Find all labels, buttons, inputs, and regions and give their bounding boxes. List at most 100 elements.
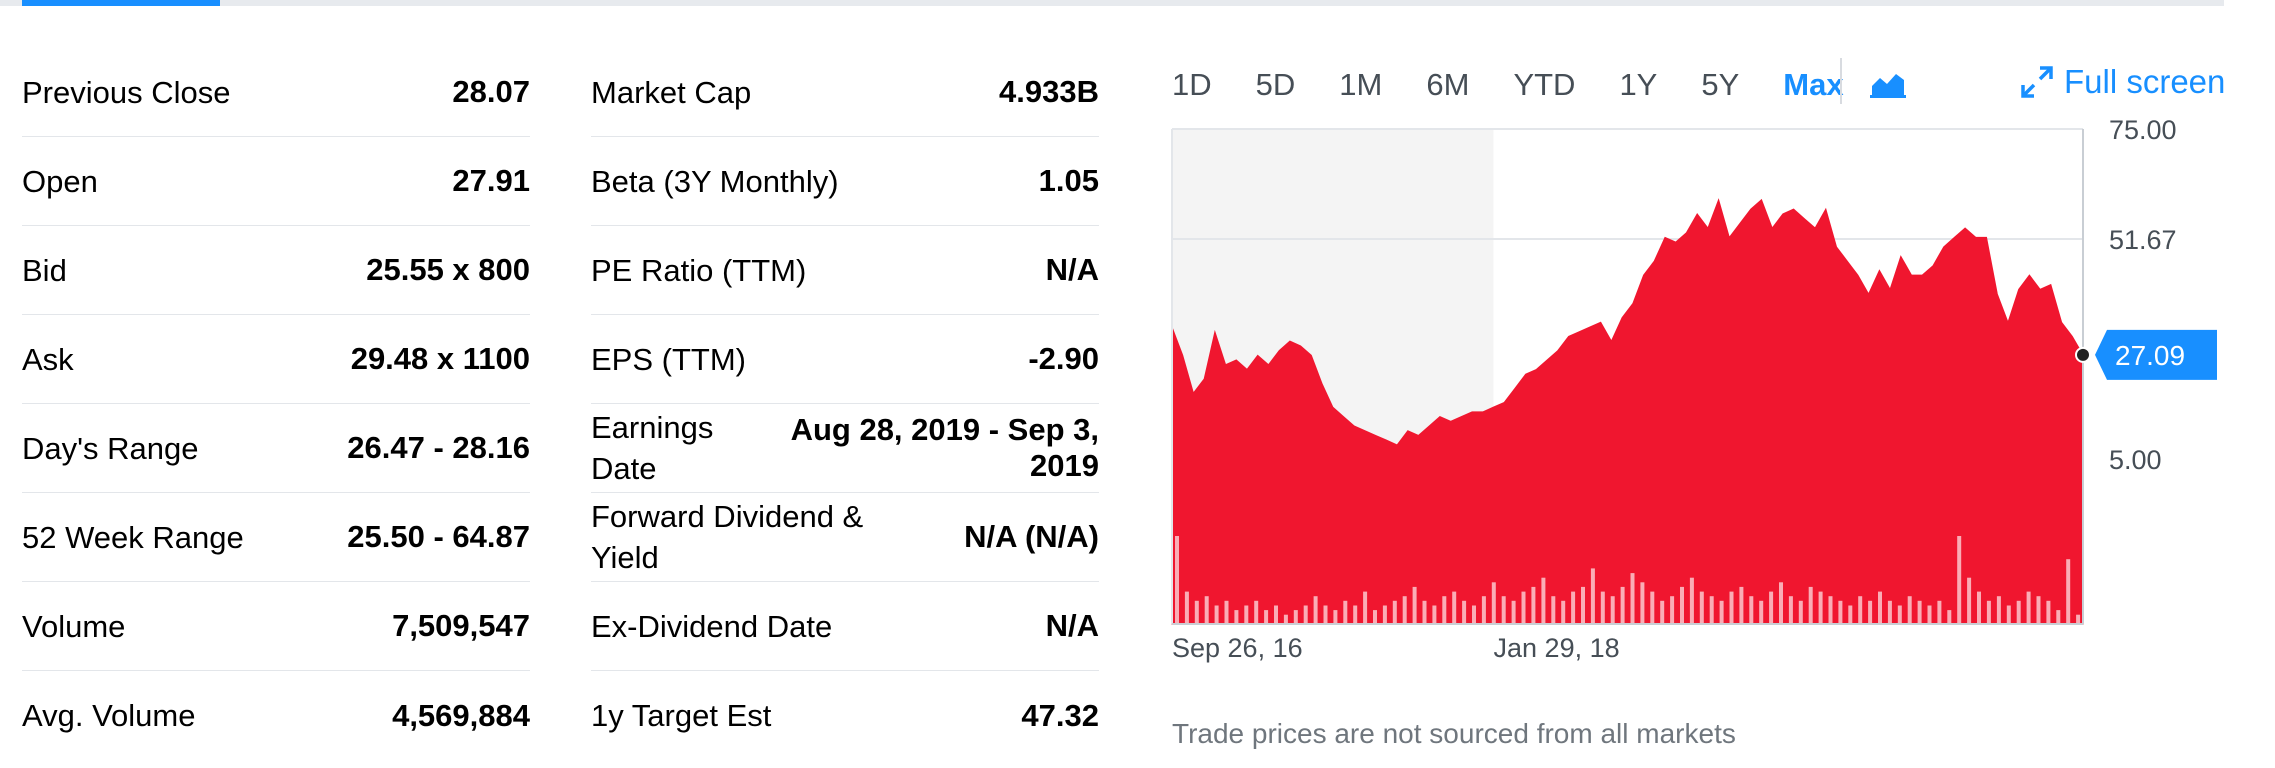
stat-value: 28.07 xyxy=(452,74,530,109)
volume-bar xyxy=(1293,610,1298,624)
range-tab-1m[interactable]: 1M xyxy=(1339,67,1383,102)
range-tab-5y[interactable]: 5Y xyxy=(1701,67,1740,102)
stat-row: Bid 25.55 x 800 xyxy=(22,226,530,315)
stat-value: 29.48 x 1100 xyxy=(350,341,530,376)
volume-bar xyxy=(2056,610,2061,624)
range-tab-1d[interactable]: 1D xyxy=(1172,67,1212,102)
stat-value: 7,509,547 xyxy=(392,608,530,643)
volume-bar xyxy=(1808,586,1813,624)
stat-row: 1y Target Est 47.32 xyxy=(591,671,1099,760)
stat-label: PE Ratio (TTM) xyxy=(591,252,807,288)
volume-bar xyxy=(1175,536,1179,624)
volume-bar xyxy=(1907,596,1912,624)
volume-bar xyxy=(1521,591,1526,624)
volume-bar xyxy=(1788,596,1793,624)
stat-label: Earnings Date xyxy=(591,410,714,486)
volume-bar xyxy=(2006,605,2011,624)
volume-bar xyxy=(1531,586,1536,624)
volume-bar xyxy=(1561,600,1566,624)
range-tab-ytd[interactable]: YTD xyxy=(1513,67,1576,102)
volume-bar xyxy=(1937,600,1942,624)
x-tick-label: Jan 29, 18 xyxy=(1494,633,1620,663)
volume-bar xyxy=(1680,586,1684,624)
stat-value: -2.90 xyxy=(1028,341,1099,376)
volume-bar xyxy=(1947,610,1952,624)
volume-bar xyxy=(1868,600,1873,624)
fullscreen-label: Full screen xyxy=(2064,63,2226,100)
volume-bar xyxy=(1640,582,1645,624)
stat-label: Market Cap xyxy=(591,74,752,110)
volume-bar xyxy=(1472,605,1476,624)
volume-bar xyxy=(1343,600,1348,624)
volume-bar xyxy=(1442,596,1447,624)
stat-value: Aug 28, 2019 - Sep 3, 2019 xyxy=(790,412,1099,483)
toolbar-divider xyxy=(1840,58,1842,104)
volume-bar xyxy=(1739,586,1744,624)
stat-row: Open 27.91 xyxy=(22,137,530,226)
volume-bar xyxy=(1620,586,1625,624)
volume-bar xyxy=(2026,591,2031,624)
volume-bar xyxy=(1986,600,1991,624)
volume-bar xyxy=(1184,591,1189,624)
range-tab-6m[interactable]: 6M xyxy=(1426,67,1470,102)
volume-bar xyxy=(1630,573,1635,624)
current-price-dot xyxy=(2075,346,2091,363)
volume-bar xyxy=(1412,586,1417,624)
range-tab-1y[interactable]: 1Y xyxy=(1619,67,1658,102)
volume-bar xyxy=(1264,610,1269,624)
volume-bar xyxy=(1244,605,1249,624)
stat-row: Volume 7,509,547 xyxy=(22,582,530,671)
range-tab-5d[interactable]: 5D xyxy=(1255,67,1296,102)
stat-row: Market Cap 4.933B xyxy=(591,48,1099,137)
volume-bar xyxy=(2016,600,2021,624)
stat-label: EPS (TTM) xyxy=(591,341,746,377)
volume-bar xyxy=(1798,600,1803,624)
fullscreen-button[interactable]: Full screen xyxy=(2020,60,2225,104)
stat-row: Ask 29.48 x 1100 xyxy=(22,315,530,404)
range-selector: 1D 5D 1M 6M YTD 1Y 5Y Max xyxy=(1172,60,1888,110)
volume-bar xyxy=(1689,577,1694,624)
volume-bar xyxy=(1917,600,1922,624)
volume-bar xyxy=(1224,600,1229,624)
volume-bar xyxy=(1927,605,1932,624)
stat-label: Ask xyxy=(22,341,74,377)
stat-value: N/A (N/A) xyxy=(964,519,1099,554)
stat-value: 27.91 xyxy=(452,163,530,198)
volume-bar xyxy=(1274,605,1278,624)
volume-bar xyxy=(1363,591,1368,624)
volume-bar xyxy=(1967,577,1972,624)
volume-bar xyxy=(1887,600,1892,624)
stat-label: Open xyxy=(22,163,98,199)
volume-bar xyxy=(1719,600,1724,624)
volume-bar xyxy=(1571,591,1576,624)
volume-bar xyxy=(1818,591,1823,624)
stat-row: Day's Range 26.47 - 28.16 xyxy=(22,404,530,493)
stat-row: Avg. Volume 4,569,884 xyxy=(22,671,530,760)
volume-bar xyxy=(1373,610,1377,624)
current-price-label: 27.09 xyxy=(2115,340,2185,371)
volume-bar xyxy=(1897,605,1902,624)
volume-bar xyxy=(1729,591,1734,624)
area-chart-icon[interactable] xyxy=(1870,68,1906,98)
y-tick-label: 75.00 xyxy=(2109,115,2177,145)
volume-bar xyxy=(1610,596,1615,624)
stat-label: Previous Close xyxy=(22,74,231,110)
stat-value: 47.32 xyxy=(1021,697,1099,733)
top-progress-indicator xyxy=(22,0,220,6)
volume-bar xyxy=(1541,577,1546,624)
volume-bar xyxy=(1581,586,1585,624)
volume-bar xyxy=(1392,600,1397,624)
volume-bar xyxy=(1759,600,1764,624)
volume-bar xyxy=(1779,582,1783,624)
stat-value: 25.55 x 800 xyxy=(366,252,530,287)
volume-bar xyxy=(1709,596,1714,624)
stat-value: 25.50 - 64.87 xyxy=(347,519,530,554)
stat-label: Forward Dividend & Yield xyxy=(591,499,864,575)
stat-row: Previous Close 28.07 xyxy=(22,48,530,137)
volume-bar xyxy=(1214,605,1219,624)
volume-bar xyxy=(1749,596,1754,624)
top-progress-strip xyxy=(0,0,2224,6)
range-tab-max[interactable]: Max xyxy=(1783,67,1844,102)
volume-bar xyxy=(1838,600,1843,624)
